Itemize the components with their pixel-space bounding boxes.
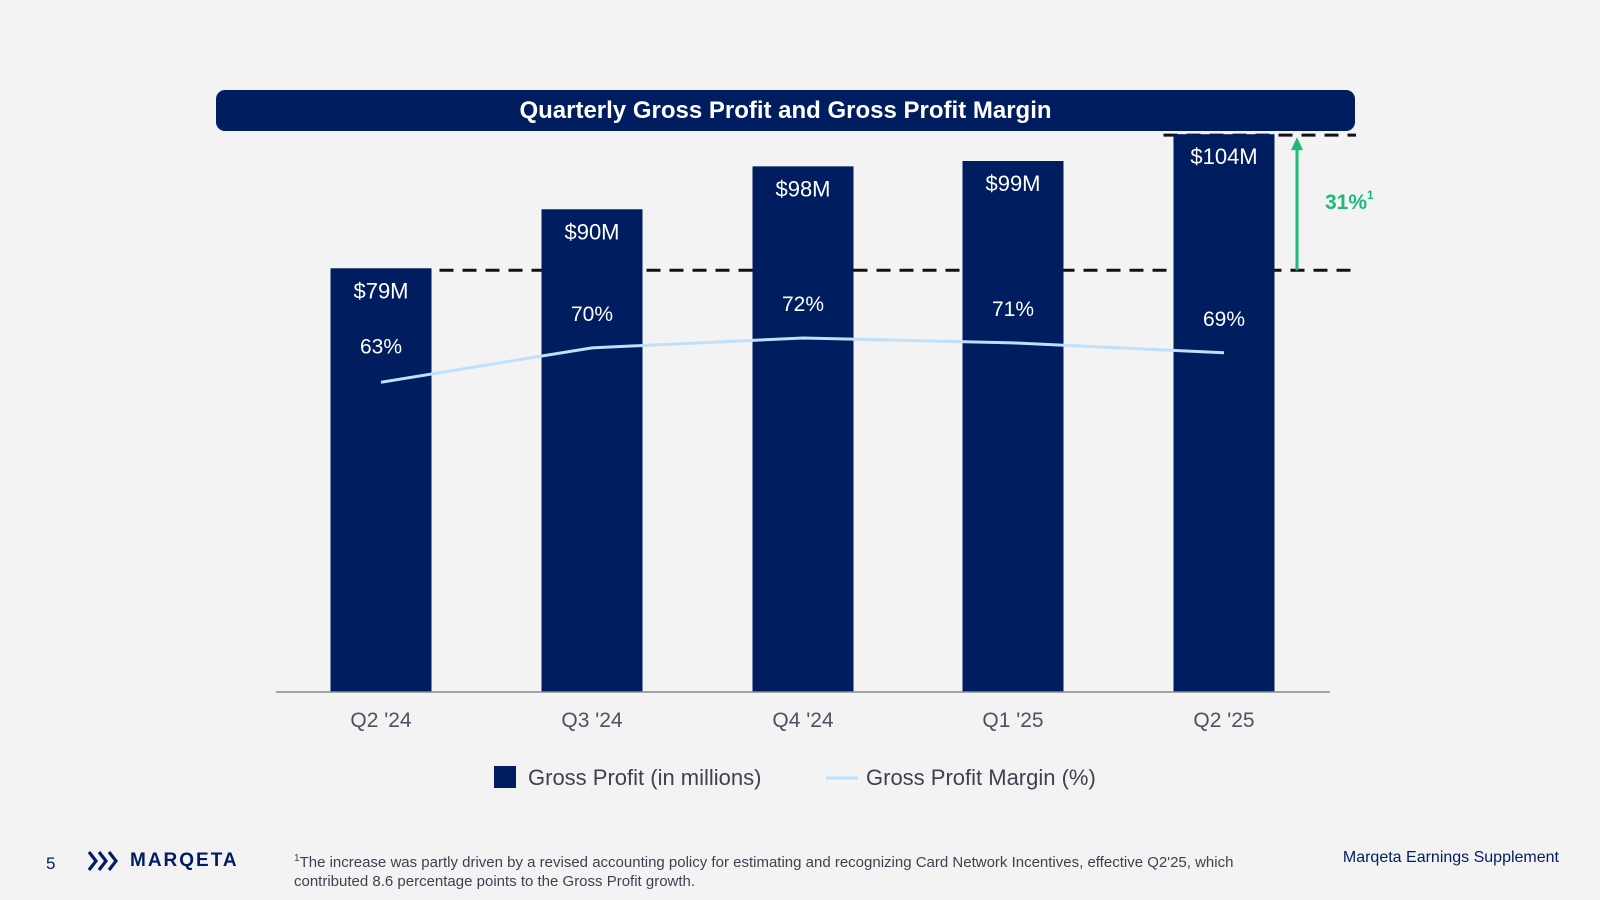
growth-arrow-head	[1291, 137, 1303, 151]
x-tick-label-0: Q2 '24	[350, 709, 412, 732]
margin-series	[380, 336, 1225, 384]
bar-value-label-0: $79M	[353, 278, 408, 303]
legend: Gross Profit (in millions) Gross Profit M…	[494, 765, 1096, 790]
x-tick-label-1: Q3 '24	[561, 709, 623, 732]
margin-line	[380, 336, 1225, 384]
x-axis: Q2 '24 Q3 '24 Q4 '24 Q1 '25 Q2 '25	[276, 691, 1330, 732]
legend-line-label: Gross Profit Margin (%)	[866, 765, 1096, 790]
bar-value-label-4: $104M	[1190, 144, 1257, 169]
margin-value-label-0: 63%	[360, 335, 402, 358]
bar-2	[752, 166, 854, 692]
data-labels: $79M $90M $98M $99M $104M 63% 70% 72% 71% 69%	[353, 144, 1257, 358]
bar-0	[330, 268, 432, 692]
bar-3	[962, 161, 1064, 692]
supplement-label: Marqeta Earnings Supplement	[1342, 849, 1559, 866]
legend-bar-swatch	[494, 766, 516, 788]
bar-value-label-3: $99M	[985, 171, 1040, 196]
growth-annotation: 31% 1	[1291, 137, 1374, 271]
growth-percent-label: 31%	[1325, 191, 1367, 214]
bar-value-label-1: $90M	[564, 219, 619, 244]
x-tick-label-2: Q4 '24	[772, 709, 834, 732]
chevrons-icon	[88, 851, 119, 871]
footnote-marker: 1	[294, 853, 300, 864]
bar-1	[541, 209, 643, 693]
margin-value-label-3: 71%	[992, 298, 1034, 321]
x-tick-label-3: Q1 '25	[982, 709, 1043, 732]
page-number: 5	[46, 854, 56, 873]
footnote: 1The increase was partly driven by a rev…	[294, 849, 1284, 891]
bar-series	[330, 134, 1275, 693]
growth-footnote-marker: 1	[1367, 188, 1374, 202]
chart-title-bar: Quarterly Gross Profit and Gross Profit …	[216, 90, 1355, 131]
bar-value-label-2: $98M	[775, 176, 830, 201]
chart-title: Quarterly Gross Profit and Gross Profit …	[519, 96, 1052, 124]
legend-bar-label: Gross Profit (in millions)	[528, 765, 761, 790]
marqeta-logo: MARQETA	[88, 850, 239, 872]
logo-text: MARQETA	[130, 850, 239, 871]
margin-value-label-1: 70%	[571, 303, 613, 326]
margin-value-label-2: 72%	[782, 293, 824, 316]
margin-value-label-4: 69%	[1203, 308, 1245, 331]
x-tick-label-4: Q2 '25	[1193, 709, 1254, 732]
footnote-text: The increase was partly driven by a revi…	[294, 854, 1234, 890]
bar-4	[1173, 134, 1275, 692]
